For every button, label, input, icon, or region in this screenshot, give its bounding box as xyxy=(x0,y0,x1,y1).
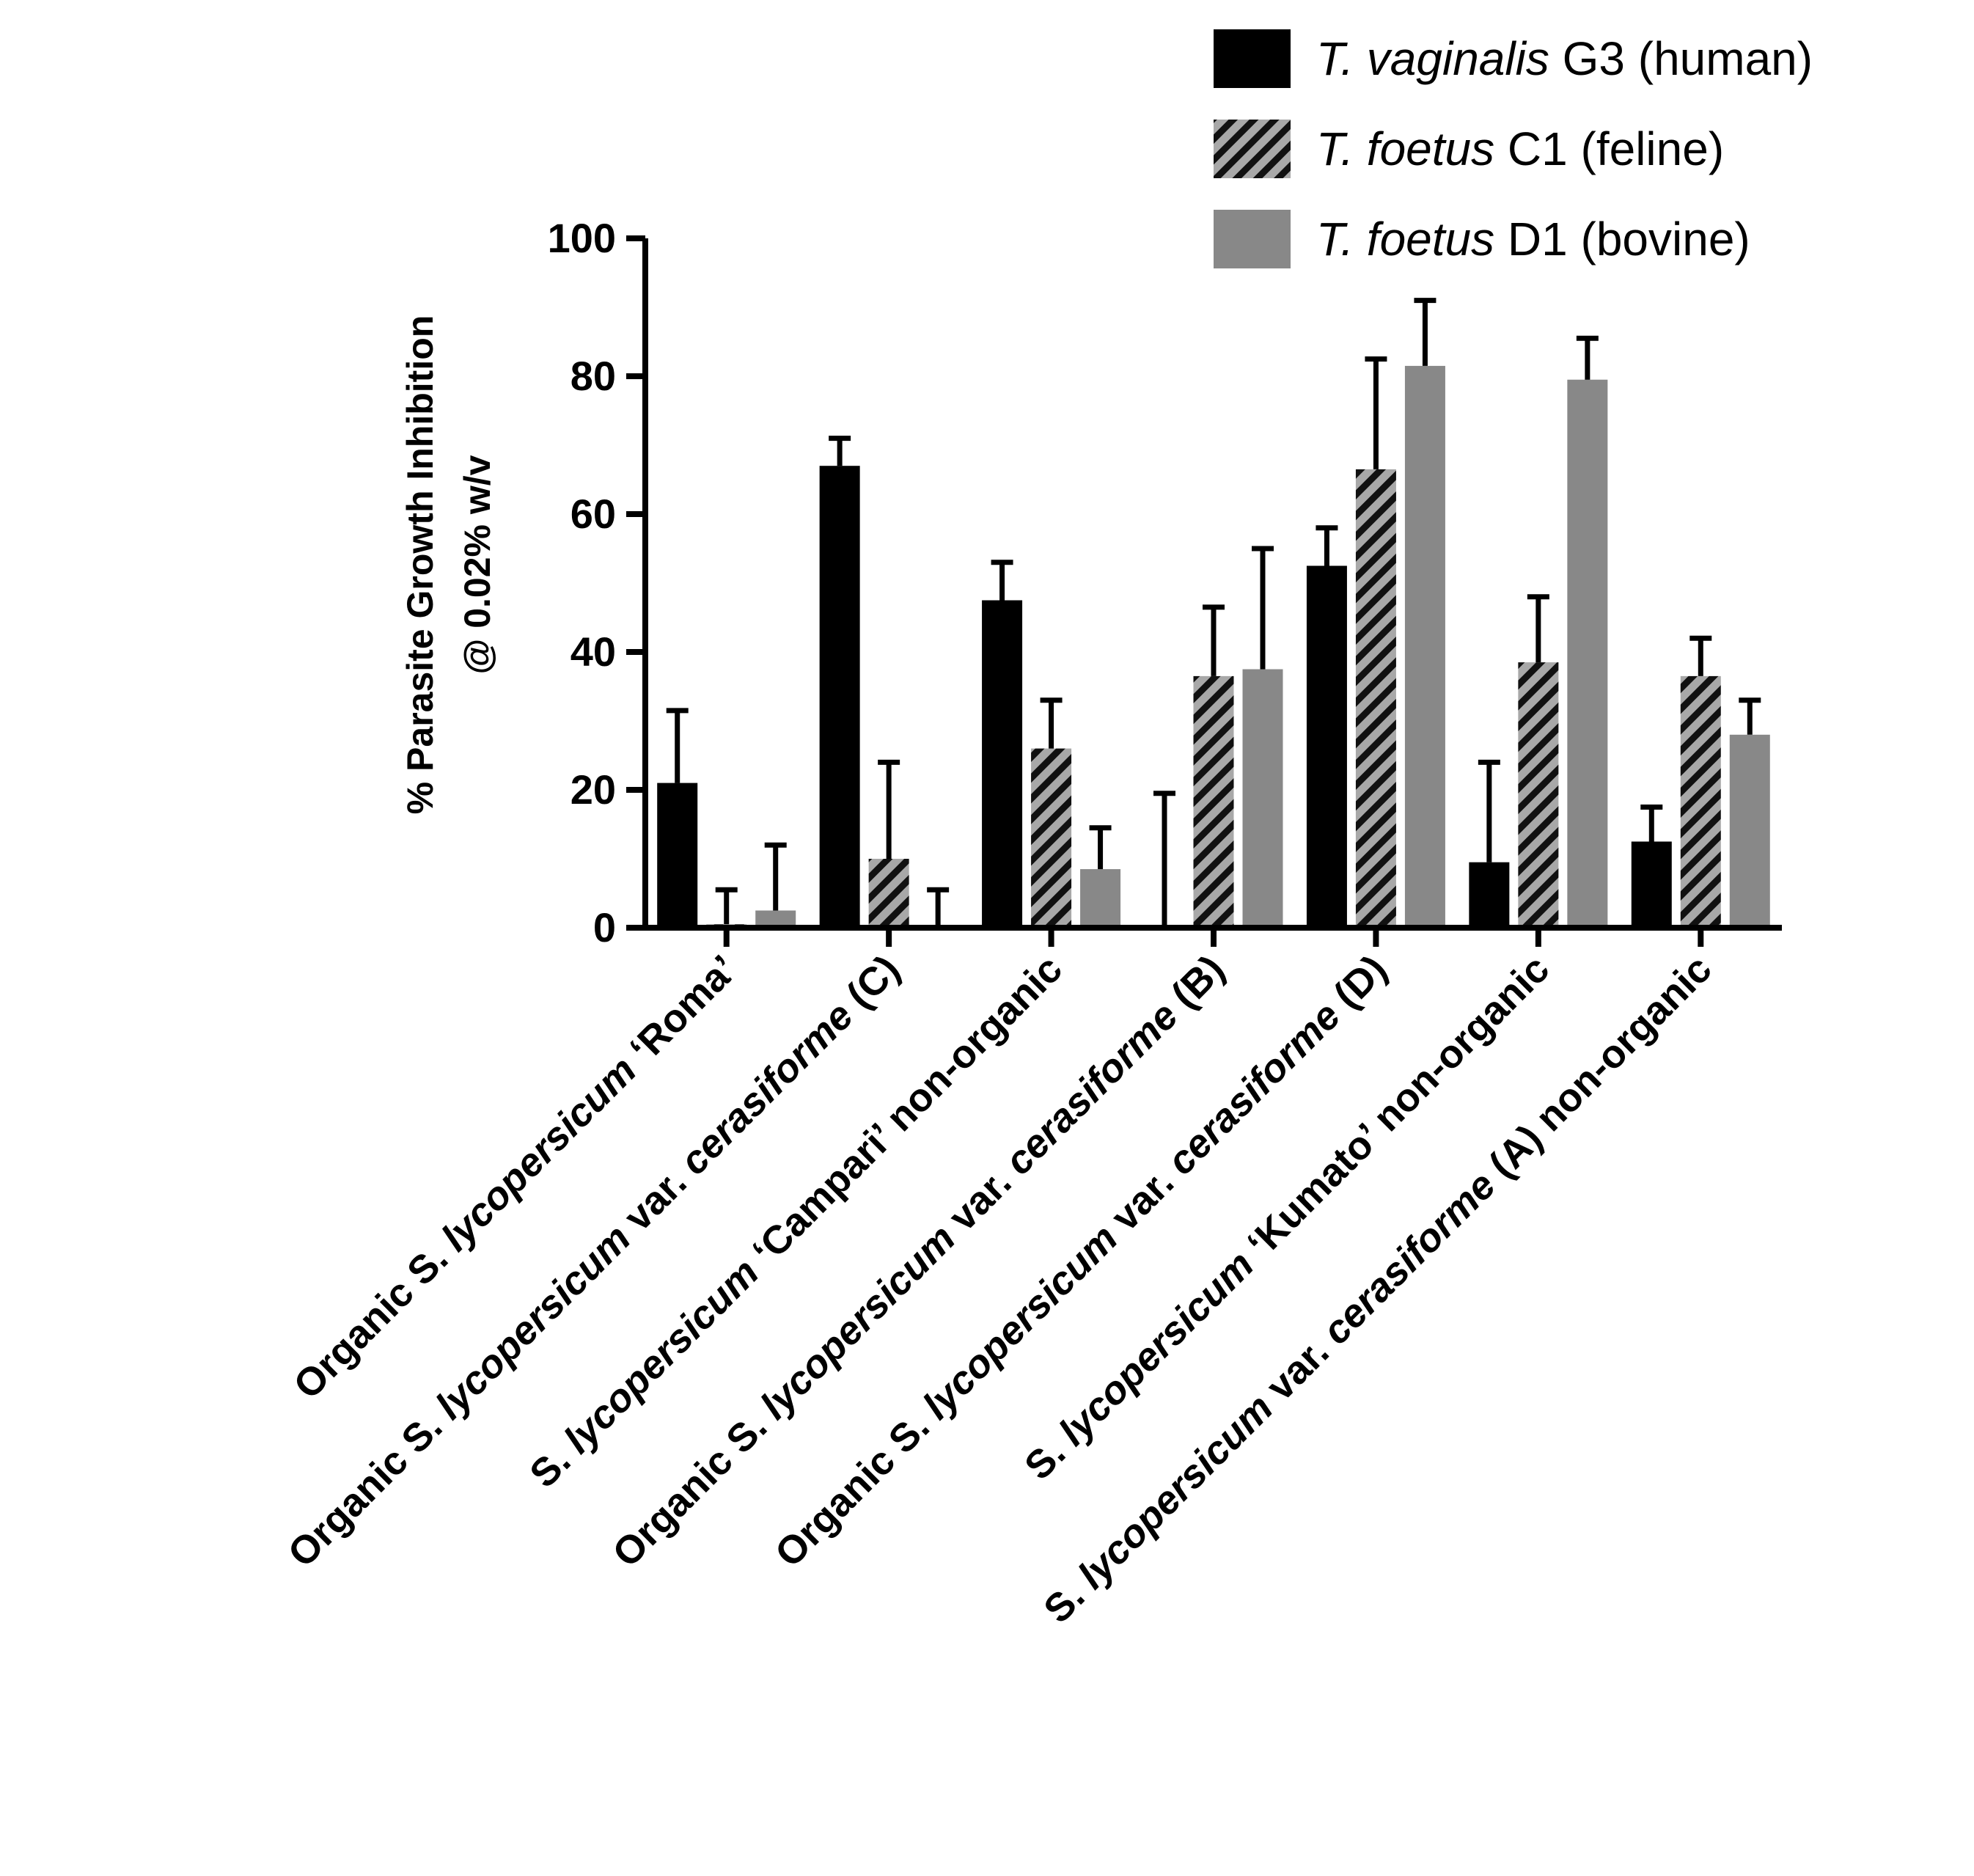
error-bar-series2-cat7 xyxy=(1689,635,1712,676)
legend: T. vaginalis G3 (human) T. foetus C1 (fel… xyxy=(1214,29,1813,268)
error-bar-series1-cat5 xyxy=(1316,525,1338,566)
legend-swatch xyxy=(1214,120,1291,178)
error-bar-series2-cat1 xyxy=(715,887,738,925)
error-bar-series2-cat3 xyxy=(1040,697,1063,749)
bar-series2-cat3 xyxy=(1031,748,1072,928)
error-bar-series1-cat7 xyxy=(1640,805,1663,842)
bar-series2-cat4 xyxy=(1193,675,1234,928)
error-bar-series2-cat4 xyxy=(1203,604,1225,676)
legend-swatch xyxy=(1214,29,1291,88)
bar-series3-cat3 xyxy=(1080,869,1121,928)
legend-item-2: T. foetus C1 (feline) xyxy=(1214,120,1724,178)
legend-item-3: T. foetus D1 (bovine) xyxy=(1214,210,1750,268)
error-bar-series2-cat2 xyxy=(878,759,900,859)
error-bar-series2-cat5 xyxy=(1365,356,1387,469)
x-category-label-5: Organic S. lycopersicum var. cerasiforme… xyxy=(767,947,1395,1575)
bar-series1-cat5 xyxy=(1306,565,1347,928)
y-axis: 0 20 40 60 80 100 xyxy=(548,215,648,950)
error-bar-series2-cat6 xyxy=(1527,594,1549,663)
y-axis-title: % Parasite Growth Inhibition xyxy=(400,315,441,815)
error-bar-series1-cat2 xyxy=(829,436,851,466)
legend-label: T. vaginalis G3 (human) xyxy=(1316,32,1813,85)
bar-series3-cat6 xyxy=(1567,379,1608,928)
x-axis: Organic S. lycopersicum ‘Roma’Organic S.… xyxy=(279,925,1782,1632)
bar-series2-cat7 xyxy=(1680,675,1721,928)
bar-series3-cat4 xyxy=(1242,669,1283,928)
error-bar-series3-cat6 xyxy=(1576,335,1599,380)
bar-series1-cat2 xyxy=(819,466,860,928)
legend-label: T. foetus C1 (feline) xyxy=(1316,122,1724,175)
bar-series3-cat1 xyxy=(755,910,796,928)
error-bar-series3-cat2 xyxy=(927,887,950,928)
error-bar-series3-cat5 xyxy=(1414,298,1437,366)
error-bar-series3-cat3 xyxy=(1089,825,1112,870)
bar-series3-cat7 xyxy=(1729,734,1770,928)
bar-series1-cat7 xyxy=(1631,841,1672,928)
error-bar-series3-cat1 xyxy=(764,842,787,911)
y-tick-label: 0 xyxy=(593,904,616,950)
bar-series2-cat5 xyxy=(1355,469,1396,928)
legend-label: T. foetus D1 (bovine) xyxy=(1316,213,1750,265)
y-tick-label: 60 xyxy=(570,491,616,537)
bar-series2-cat6 xyxy=(1518,662,1559,928)
error-bar-series1-cat3 xyxy=(991,560,1013,601)
y-tick-label: 100 xyxy=(548,215,616,261)
error-bar-series1-cat4 xyxy=(1153,791,1175,928)
x-category-label-2: Organic S. lycopersicum var. cerasiforme… xyxy=(279,947,908,1575)
y-tick-label: 20 xyxy=(570,766,616,813)
error-bar-series3-cat4 xyxy=(1252,546,1274,670)
x-category-label-4: Organic S. lycopersicum var. cerasiforme… xyxy=(604,947,1233,1575)
legend-item-1: T. vaginalis G3 (human) xyxy=(1214,29,1813,88)
y-axis-subtitle: @ 0.02% w/v xyxy=(457,455,498,674)
plot-area xyxy=(657,298,1770,928)
bar-series3-cat5 xyxy=(1404,365,1445,928)
bar-series2-cat2 xyxy=(868,859,909,928)
legend-swatch xyxy=(1214,210,1291,268)
bar-series1-cat3 xyxy=(982,600,1023,928)
y-tick-label: 80 xyxy=(570,353,616,399)
bar-series1-cat1 xyxy=(657,783,698,928)
error-bar-series1-cat6 xyxy=(1478,759,1500,862)
y-tick-label: 40 xyxy=(570,629,616,675)
bar-series1-cat6 xyxy=(1469,862,1510,928)
error-bar-series3-cat7 xyxy=(1739,697,1761,735)
error-bar-series1-cat1 xyxy=(666,708,689,783)
